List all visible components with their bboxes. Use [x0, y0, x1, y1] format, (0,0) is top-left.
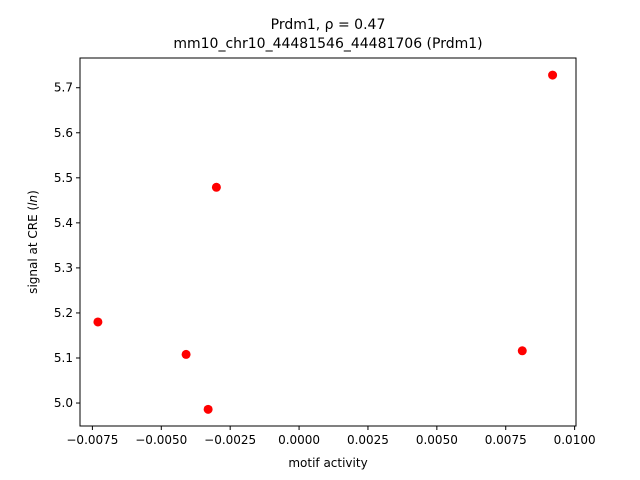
y-tick-label: 5.6 [54, 126, 73, 140]
y-tick-label: 5.3 [54, 261, 73, 275]
x-tick-label: 0.0100 [554, 433, 596, 447]
x-tick-label: −0.0075 [66, 433, 118, 447]
chart-title-line-1: Prdm1, ρ = 0.47 [271, 17, 386, 33]
scatter-point [517, 346, 527, 356]
scatter-point [93, 317, 103, 327]
x-tick-label: 0.0000 [278, 433, 320, 447]
x-axis-label: motif activity [288, 456, 367, 470]
y-tick-label: 5.4 [54, 216, 73, 230]
chart-title-line-2: mm10_chr10_44481546_44481706 (Prdm1) [173, 36, 482, 52]
plot-area-frame [79, 57, 577, 427]
y-tick-label: 5.1 [54, 351, 73, 365]
x-tick-label: −0.0050 [135, 433, 187, 447]
x-axis-ticks: −0.0075 −0.0050 −0.0025 0.0000 0.0025 0.0050 0… [66, 426, 596, 447]
y-tick-label: 5.5 [54, 171, 73, 185]
y-tick-label: 5.7 [54, 81, 73, 95]
y-axis-ticks: 5.0 5.1 5.2 5.3 5.4 5.5 5.6 5.7 [54, 81, 80, 410]
scatter-point [181, 349, 191, 359]
scatter-point [203, 404, 213, 414]
scatter-point [548, 70, 558, 80]
scatter-point [211, 182, 221, 192]
x-tick-label: 0.0075 [485, 433, 527, 447]
y-axis-label: signal at CRE (ln) [26, 190, 40, 294]
x-tick-label: −0.0025 [204, 433, 256, 447]
data-points [93, 70, 558, 414]
x-tick-label: 0.0025 [347, 433, 389, 447]
y-tick-label: 5.0 [54, 396, 73, 410]
x-tick-label: 0.0050 [416, 433, 458, 447]
y-tick-label: 5.2 [54, 306, 73, 320]
